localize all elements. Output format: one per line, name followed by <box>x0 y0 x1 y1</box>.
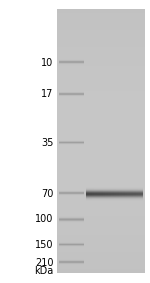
Text: 100: 100 <box>35 214 53 224</box>
Text: 10: 10 <box>41 58 53 68</box>
Text: 17: 17 <box>41 89 53 99</box>
Text: 210: 210 <box>35 258 53 268</box>
Text: kDa: kDa <box>34 266 53 276</box>
Text: 150: 150 <box>35 240 53 250</box>
Text: 70: 70 <box>41 189 53 199</box>
Text: 35: 35 <box>41 138 53 148</box>
